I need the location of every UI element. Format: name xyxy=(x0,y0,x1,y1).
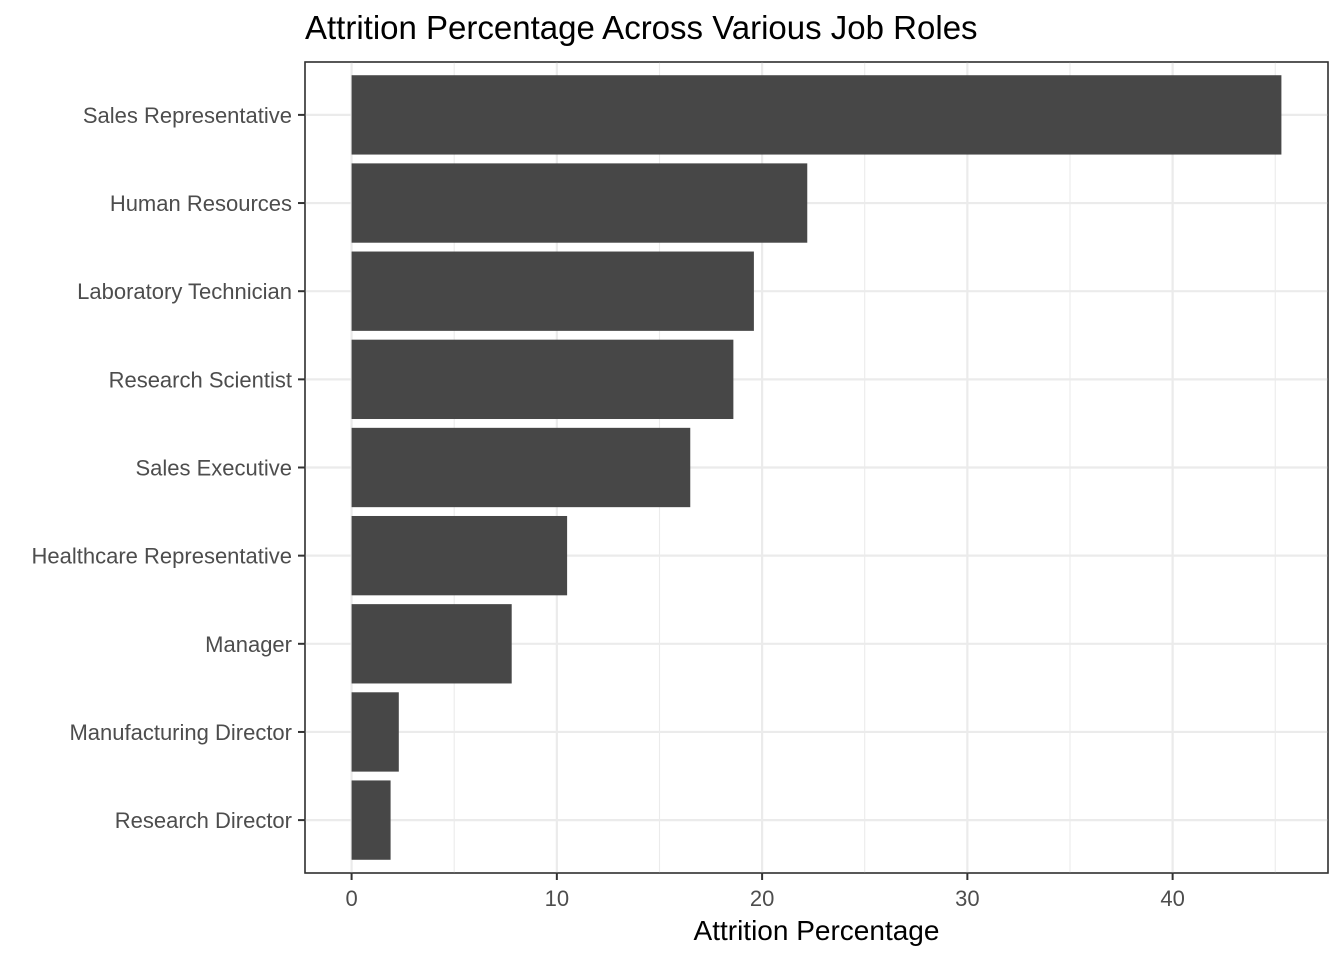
bar xyxy=(351,75,1282,155)
y-tick-label: Healthcare Representative xyxy=(32,544,292,569)
x-tick-label: 10 xyxy=(545,886,569,911)
y-tick-label: Research Director xyxy=(115,808,292,833)
y-tick-label: Sales Executive xyxy=(135,456,292,481)
y-axis: Sales Representative Human Resources Labor… xyxy=(32,103,305,833)
y-tick-label: Human Resources xyxy=(110,191,292,216)
x-tick-label: 0 xyxy=(345,886,357,911)
y-tick-label: Laboratory Technician xyxy=(77,279,292,304)
bar xyxy=(351,339,734,420)
chart-title: Attrition Percentage Across Various Job … xyxy=(305,9,978,46)
x-axis-title: Attrition Percentage xyxy=(694,915,940,946)
bars xyxy=(351,75,1282,860)
bar xyxy=(351,780,391,860)
bar xyxy=(351,515,568,596)
bar xyxy=(351,251,754,331)
bar xyxy=(351,692,399,772)
bar xyxy=(351,604,512,684)
y-tick-label: Manager xyxy=(205,632,292,657)
x-tick-label: 20 xyxy=(750,886,774,911)
y-tick-label: Research Scientist xyxy=(109,367,292,392)
y-tick-label: Manufacturing Director xyxy=(69,720,292,745)
x-tick-label: 30 xyxy=(955,886,979,911)
x-axis: 0 10 20 30 40 xyxy=(345,873,1185,911)
bar xyxy=(351,163,808,243)
y-tick-label: Sales Representative xyxy=(83,103,292,128)
bar xyxy=(351,427,691,508)
x-tick-label: 40 xyxy=(1160,886,1184,911)
